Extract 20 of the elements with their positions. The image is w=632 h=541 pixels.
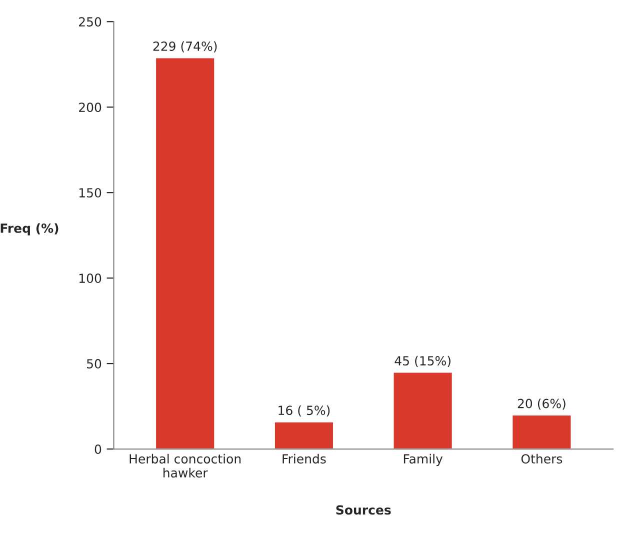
x-tick-label: Herbal concoction hawker	[130, 454, 241, 478]
x-tick-label: Friends	[282, 454, 326, 464]
y-tick-label: 100	[79, 274, 102, 283]
x-tick-label: Others	[521, 454, 562, 464]
y-tick-label: 50	[87, 359, 102, 368]
bar	[392, 371, 454, 450]
x-tick-label: Family	[404, 454, 443, 466]
y-axis-title: Freq (%)	[0, 223, 58, 236]
y-tick-label: 150	[79, 188, 102, 198]
bar	[154, 56, 216, 450]
data-label: 45 (15%)	[394, 356, 450, 367]
y-tick-label: 0	[94, 444, 102, 454]
data-label: 20 (6%)	[518, 398, 566, 410]
y-tick-label: 200	[79, 102, 102, 112]
data-label: 16 ( 5%)	[278, 405, 330, 417]
data-label: 229 (74%)	[153, 41, 217, 52]
x-axis-title: Sources	[336, 505, 391, 515]
y-tick-label: 250	[79, 17, 102, 27]
bar	[274, 420, 334, 450]
bar	[511, 414, 572, 450]
